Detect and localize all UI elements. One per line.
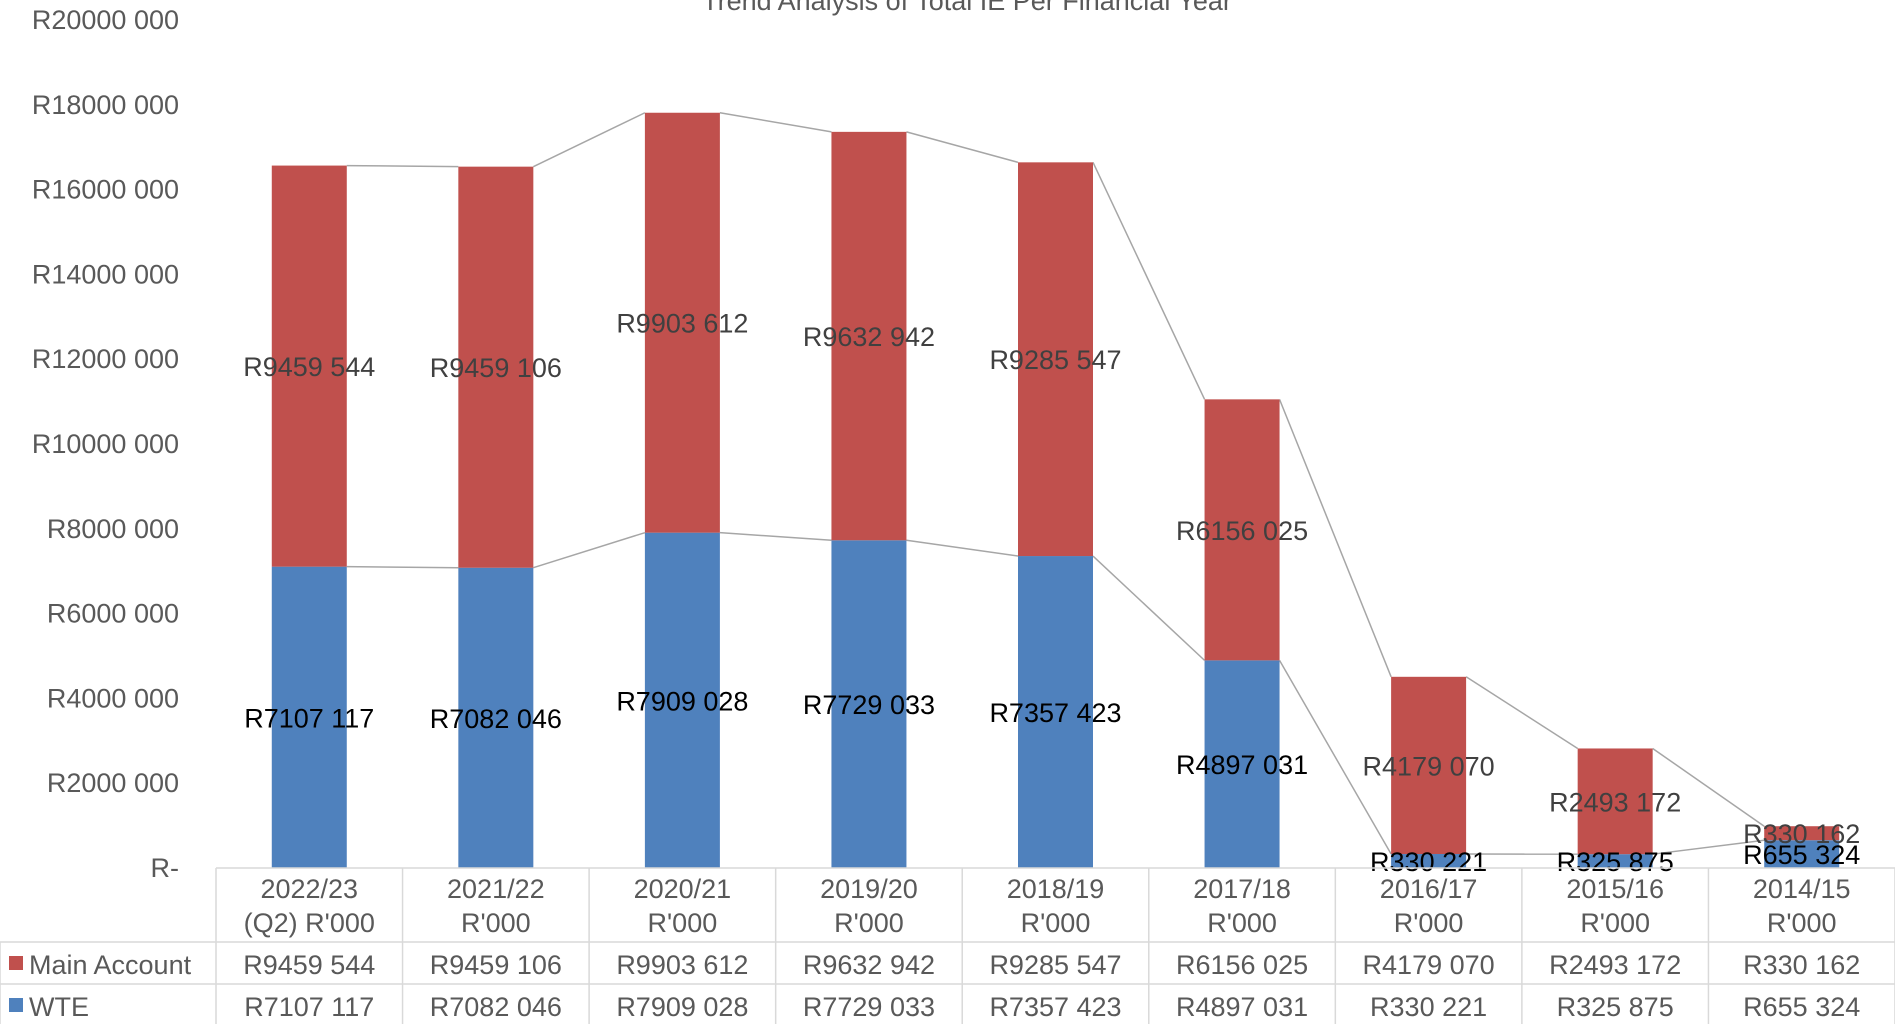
- table-row-header: WTE: [29, 992, 89, 1022]
- data-label-wte: R7909 028: [616, 686, 748, 716]
- data-label-main-account: R330 162: [1743, 819, 1860, 849]
- y-tick-label: R2000 000: [47, 768, 179, 798]
- table-cell: R330 221: [1370, 992, 1487, 1022]
- x-tick-label: 2014/15: [1753, 874, 1851, 904]
- series-line-wte: [1093, 556, 1205, 660]
- table-cell: R2493 172: [1549, 950, 1681, 980]
- x-tick-label: 2021/22: [447, 874, 545, 904]
- data-label-wte: R325 875: [1557, 847, 1674, 877]
- y-tick-label: R12000 000: [32, 344, 179, 374]
- series-line-total: [1466, 677, 1578, 749]
- y-tick-label: R10000 000: [32, 429, 179, 459]
- series-line-wte: [533, 533, 645, 568]
- data-label-wte: R7729 033: [803, 690, 935, 720]
- data-label-main-account: R9459 106: [430, 353, 562, 383]
- table-cell: R6156 025: [1176, 950, 1308, 980]
- data-label-main-account: R9285 547: [989, 345, 1121, 375]
- data-label-main-account: R9459 544: [243, 352, 375, 382]
- chart-title: Trend Analysis of Total IE Per Financial…: [702, 0, 1232, 16]
- y-tick-label: R4000 000: [47, 683, 179, 713]
- x-tick-label: 2018/19: [1007, 874, 1105, 904]
- table-cell: R9903 612: [616, 950, 748, 980]
- data-label-wte: R330 221: [1370, 847, 1487, 877]
- data-label-main-account: R9903 612: [616, 309, 748, 339]
- table-cell: R4179 070: [1363, 950, 1495, 980]
- legend-key-wte: [9, 998, 23, 1012]
- x-tick-label: R'000: [1394, 908, 1464, 938]
- x-tick-label: R'000: [834, 908, 904, 938]
- y-tick-label: R-: [151, 853, 180, 883]
- y-tick-label: R6000 000: [47, 599, 179, 629]
- data-label-main-account: R9632 942: [803, 322, 935, 352]
- table-cell: R7729 033: [803, 992, 935, 1022]
- data-label-main-account: R6156 025: [1176, 516, 1308, 546]
- table-cell: R4897 031: [1176, 992, 1308, 1022]
- x-tick-label: R'000: [1767, 908, 1837, 938]
- x-tick-label: 2019/20: [820, 874, 918, 904]
- data-label-main-account: R2493 172: [1549, 787, 1681, 817]
- x-tick-label: (Q2) R'000: [244, 908, 375, 938]
- table-cell: R7909 028: [616, 992, 748, 1022]
- table-row-header: Main Account: [29, 950, 192, 980]
- y-tick-label: R18000 000: [32, 90, 179, 120]
- table-cell: R9632 942: [803, 950, 935, 980]
- data-label-wte: R7082 046: [430, 704, 562, 734]
- series-line-wte: [720, 533, 832, 541]
- y-tick-label: R14000 000: [32, 259, 179, 289]
- x-tick-label: R'000: [461, 908, 531, 938]
- y-tick-label: R8000 000: [47, 514, 179, 544]
- series-line-total: [906, 132, 1018, 162]
- x-tick-label: R'000: [1021, 908, 1091, 938]
- data-label-main-account: R4179 070: [1363, 751, 1495, 781]
- series-line-total: [720, 113, 832, 132]
- series-line-total: [533, 113, 645, 167]
- table-cell: R325 875: [1557, 992, 1674, 1022]
- table-cell: R9459 106: [430, 950, 562, 980]
- table-cell: R9285 547: [989, 950, 1121, 980]
- x-tick-label: 2016/17: [1380, 874, 1478, 904]
- x-tick-label: 2015/16: [1566, 874, 1664, 904]
- x-tick-label: R'000: [1207, 908, 1277, 938]
- y-tick-label: R16000 000: [32, 175, 179, 205]
- table-cell: R330 162: [1743, 950, 1860, 980]
- x-tick-label: R'000: [648, 908, 718, 938]
- table-cell: R9459 544: [243, 950, 375, 980]
- table-cell: R7107 117: [244, 992, 374, 1022]
- x-tick-label: 2017/18: [1193, 874, 1291, 904]
- x-tick-label: 2020/21: [634, 874, 732, 904]
- x-tick-label: R'000: [1580, 908, 1650, 938]
- x-tick-label: 2022/23: [260, 874, 358, 904]
- legend-key-main-account: [9, 956, 23, 970]
- data-label-wte: R4897 031: [1176, 750, 1308, 780]
- data-label-wte: R7357 423: [989, 698, 1121, 728]
- table-cell: R655 324: [1743, 992, 1860, 1022]
- series-line-wte: [347, 567, 459, 568]
- table-cell: R7082 046: [430, 992, 562, 1022]
- series-line-total: [347, 166, 459, 167]
- y-tick-label: R20000 000: [32, 5, 179, 35]
- series-line-wte: [906, 540, 1018, 556]
- table-cell: R7357 423: [989, 992, 1121, 1022]
- data-label-wte: R7107 117: [244, 703, 374, 733]
